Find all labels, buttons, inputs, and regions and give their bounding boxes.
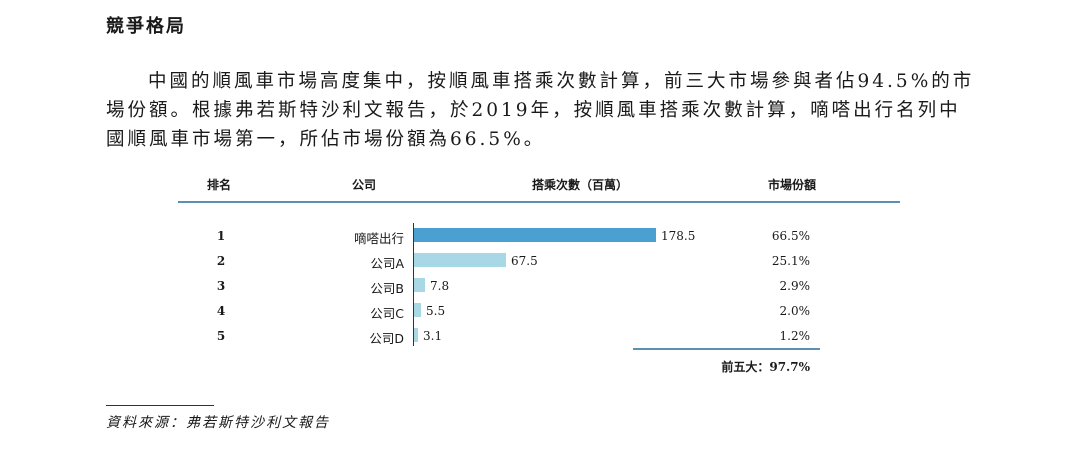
row-company: 公司C (370, 306, 404, 321)
row-rank: 4 (216, 304, 226, 318)
paragraph-line-3: 國順風車市場第一，所佔市場份額為66.5%。 (106, 129, 546, 150)
bar-value-label: 7.8 (430, 279, 450, 293)
bar-axis (413, 223, 414, 346)
body-paragraph: 中國的順風車市場高度集中，按順風車搭乘次數計算，前三大市場參與者佔94.5%的市… (106, 67, 986, 154)
header-rank: 排名 (207, 178, 232, 192)
row-rank: 2 (216, 254, 226, 268)
row-share: 25.1% (771, 254, 810, 268)
paragraph-line-1: 中國的順風車市場高度集中，按順風車搭乘次數計算，前三大市場參與者佔94.5%的市 (148, 71, 975, 92)
total-divider (633, 348, 820, 350)
bar-company-b (414, 278, 425, 292)
top-five-total: 前五大：97.7% (721, 360, 810, 374)
header-divider (178, 201, 900, 203)
source-note: 資料來源：弗若斯特沙利文報告 (106, 415, 330, 431)
row-share: 66.5% (771, 229, 810, 243)
row-company: 公司D (369, 331, 404, 346)
bar-company-d (414, 328, 418, 342)
header-rides: 搭乘次數（百萬） (532, 178, 629, 192)
bar-company-a (414, 253, 506, 267)
row-share: 1.2% (779, 329, 811, 343)
bar-value-label: 178.5 (661, 229, 696, 243)
row-rank: 1 (216, 229, 226, 243)
row-company: 嘀嗒出行 (353, 231, 404, 246)
row-share: 2.0% (779, 304, 811, 318)
row-rank: 5 (216, 329, 226, 343)
bar-company-c (414, 303, 421, 317)
row-company: 公司A (370, 256, 404, 271)
bar-didi (414, 228, 656, 242)
row-share: 2.9% (779, 279, 811, 293)
bar-value-label: 67.5 (511, 254, 538, 268)
paragraph-line-2: 場份額。根據弗若斯特沙利文報告，於2019年，按順風車搭乘次數計算，嘀嗒出行名列… (106, 100, 961, 121)
source-divider (106, 405, 214, 406)
row-company: 公司B (370, 281, 404, 296)
bar-value-label: 3.1 (423, 329, 443, 343)
row-rank: 3 (216, 279, 226, 293)
header-company: 公司 (352, 178, 377, 192)
bar-value-label: 5.5 (426, 304, 446, 318)
header-share: 市場份額 (768, 178, 817, 192)
section-heading: 競爭格局 (106, 16, 186, 37)
